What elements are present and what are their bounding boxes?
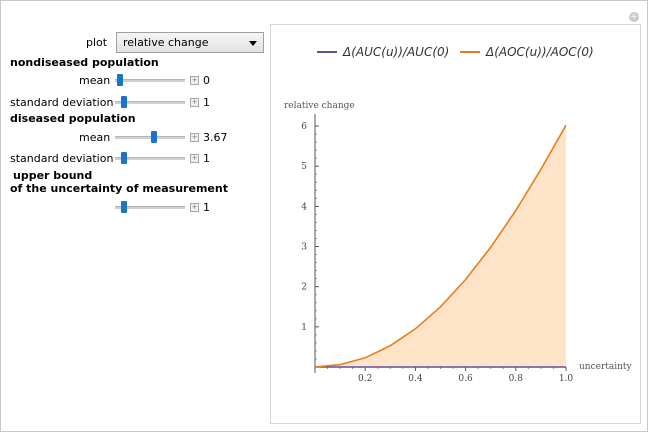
x-tick-label: 0.4: [408, 374, 423, 384]
y-tick-label: 1: [301, 323, 307, 333]
slider-track: [115, 136, 185, 139]
upper-bound-value: 1: [203, 201, 210, 214]
plus-icon[interactable]: +: [190, 98, 199, 107]
upper-bound-subheading: of the uncertainty of measurement: [10, 182, 228, 195]
plot-panel: Δ(AUC(u))/AUC(0) Δ(AOC(u))/AOC(0) relati…: [270, 24, 641, 424]
diseased-sd-value: 1: [203, 152, 210, 165]
slider-thumb[interactable]: [116, 74, 123, 86]
slider-thumb[interactable]: [121, 152, 128, 164]
aoc-series-line: [314, 124, 567, 368]
slider-track: [115, 79, 185, 82]
diseased-mean-value: 3.67: [203, 131, 228, 144]
plot-type-dropdown[interactable]: relative change: [116, 32, 264, 53]
nondiseased-mean-label: mean: [79, 74, 111, 87]
plot-type-value: relative change: [123, 36, 209, 49]
nondiseased-sd-value: 1: [203, 96, 210, 109]
legend-label-auc: Δ(AUC(u))/AUC(0): [342, 45, 449, 59]
aoc-area-fill: [315, 125, 566, 367]
x-tick-label: 0.8: [509, 374, 524, 384]
nondiseased-sd-label: standard deviation: [10, 96, 114, 109]
plus-icon[interactable]: +: [190, 203, 199, 212]
nondiseased-sd-slider[interactable]: [115, 95, 185, 109]
legend: Δ(AUC(u))/AUC(0) Δ(AOC(u))/AOC(0): [317, 45, 594, 59]
chevron-down-icon: [249, 41, 257, 46]
diseased-sd-label: standard deviation: [10, 152, 114, 165]
upper-bound-slider[interactable]: [115, 200, 185, 214]
nondiseased-heading: nondiseased population: [10, 56, 159, 69]
diseased-heading: diseased population: [10, 112, 136, 125]
plus-icon[interactable]: +: [190, 76, 199, 85]
plus-circle-icon[interactable]: +: [629, 12, 639, 22]
legend-label-aoc: Δ(AOC(u))/AOC(0): [485, 45, 594, 59]
x-tick-label: 0.6: [458, 374, 473, 384]
plus-icon[interactable]: +: [190, 133, 199, 142]
slider-thumb[interactable]: [121, 96, 128, 108]
y-tick-label: 4: [301, 202, 307, 212]
x-tick-label: 1.0: [559, 374, 574, 384]
x-tick-label: 0.2: [358, 374, 372, 384]
upper-bound-heading: upper bound: [13, 169, 93, 182]
y-tick-label: 2: [301, 283, 307, 293]
relative-change-chart: Δ(AUC(u))/AUC(0) Δ(AOC(u))/AOC(0) relati…: [284, 45, 633, 384]
slider-track: [115, 206, 185, 209]
y-tick-label: 5: [301, 162, 307, 172]
nondiseased-mean-slider[interactable]: [115, 73, 185, 87]
diseased-mean-label: mean: [79, 131, 111, 144]
plot-label: plot: [86, 36, 108, 49]
diseased-mean-slider[interactable]: [115, 130, 185, 144]
slider-thumb[interactable]: [151, 131, 158, 143]
y-tick-label: 3: [301, 243, 307, 253]
diseased-sd-slider[interactable]: [115, 151, 185, 165]
slider-track: [115, 157, 185, 160]
plus-icon[interactable]: +: [190, 154, 199, 163]
x-axis-label: uncertainty: [579, 362, 633, 372]
slider-track: [115, 101, 185, 104]
slider-thumb[interactable]: [121, 201, 128, 213]
nondiseased-mean-value: 0: [203, 74, 210, 87]
y-axis-label: relative change: [284, 101, 355, 111]
y-tick-label: 6: [301, 122, 307, 132]
